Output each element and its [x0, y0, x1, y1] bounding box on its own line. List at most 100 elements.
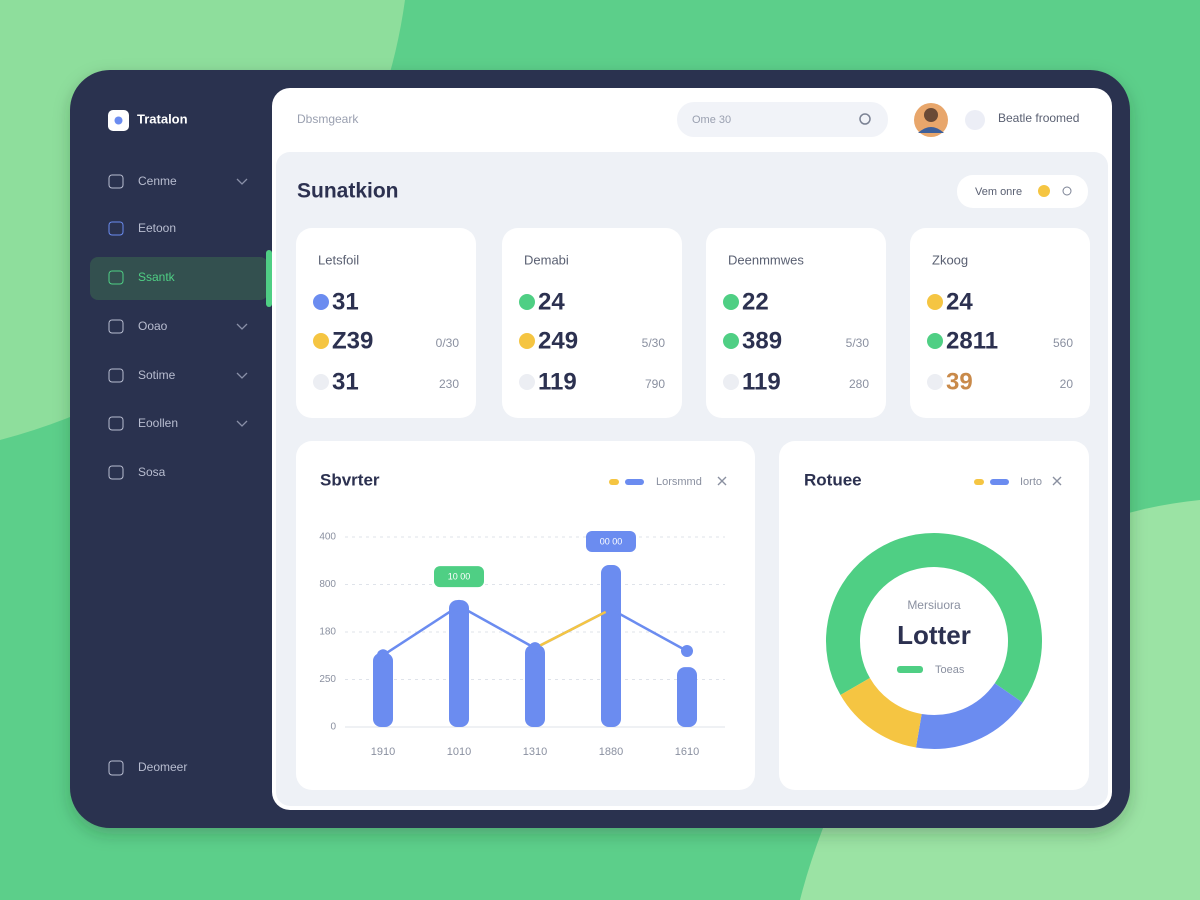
toggle[interactable]	[957, 175, 1088, 208]
search-box[interactable]	[677, 102, 888, 137]
nav-active-bg	[90, 257, 268, 300]
line-point	[681, 645, 693, 657]
stat-value: 24	[946, 288, 973, 315]
legend-chip	[625, 479, 644, 485]
line-point	[605, 603, 617, 616]
x-tick-label: 1310	[523, 746, 547, 758]
donut-segment	[915, 682, 1023, 749]
stat-side: 20	[1060, 377, 1074, 391]
stat-card	[706, 228, 886, 418]
stat-dot	[313, 294, 329, 310]
x-tick-label: 1880	[599, 746, 623, 758]
stat-side: 0/30	[436, 336, 460, 350]
stat-side: 790	[645, 377, 665, 391]
nav-label[interactable]: Sosa	[138, 465, 166, 479]
toggle-label[interactable]: Vem onre	[975, 186, 1022, 198]
donut-center-value: Lotter	[897, 620, 971, 650]
stat-dot	[723, 294, 739, 310]
stat-value: 39	[946, 368, 973, 395]
stat-dot	[313, 374, 329, 390]
nav-chevron	[236, 323, 248, 330]
brand: Tratalon	[137, 111, 188, 126]
stat-card	[296, 228, 476, 418]
donut-legend-chip	[897, 666, 923, 673]
toggle-icon	[1062, 186, 1072, 196]
stat-card	[502, 228, 682, 418]
stat-side: 5/30	[846, 336, 870, 350]
donut-legend-label: Toeas	[935, 664, 965, 676]
stat-value: 22	[742, 288, 769, 315]
legend-chip	[974, 479, 984, 485]
line-point	[529, 642, 541, 655]
stat-dot	[723, 374, 739, 390]
y-tick-label: 250	[319, 674, 336, 685]
bar	[525, 644, 545, 727]
nav-chevron	[236, 372, 248, 379]
search-placeholder[interactable]: Ome 30	[692, 114, 731, 126]
stat-value: 31	[332, 368, 359, 395]
stat-dot	[927, 294, 943, 310]
nav-label[interactable]: Ooao	[138, 319, 168, 333]
user-icon[interactable]	[965, 110, 985, 130]
stat-dot	[723, 333, 739, 349]
nav-label[interactable]: Cenme	[138, 174, 177, 188]
stat-dot	[927, 374, 943, 390]
nav-icon	[108, 368, 124, 383]
annotation-label: 10 00	[448, 572, 471, 582]
breadcrumb[interactable]: Dbsmgeark	[297, 112, 359, 126]
nav-label[interactable]: Eetoon	[138, 221, 176, 235]
stat-title: Zkoog	[932, 252, 968, 267]
nav-icon	[108, 319, 124, 334]
donut-center-label: Mersiuora	[907, 598, 961, 612]
nav-label[interactable]: Eoollen	[138, 416, 178, 430]
bar	[373, 652, 393, 727]
annotation-pill	[586, 531, 636, 553]
stat-side: 280	[849, 377, 869, 391]
bar	[449, 600, 469, 727]
search-icon	[859, 113, 871, 125]
nav-footer[interactable]: Deomeer	[138, 760, 187, 774]
chart-title: Sbvrter	[320, 470, 380, 489]
avatar-body	[918, 127, 944, 133]
nav-label[interactable]: Ssantk	[138, 270, 176, 284]
stat-value: 389	[742, 327, 782, 354]
bar	[601, 565, 621, 727]
y-tick-label: 400	[319, 532, 336, 543]
stat-card	[910, 228, 1090, 418]
nav-icon	[108, 416, 124, 431]
stat-value: 2811	[946, 327, 998, 354]
y-tick-label: 0	[330, 722, 336, 733]
stat-dot	[313, 333, 329, 349]
legend-chip	[609, 479, 619, 485]
nav-icon	[108, 270, 124, 285]
nav-icon	[108, 465, 124, 480]
donut-segment	[826, 533, 1042, 703]
stat-side: 560	[1053, 336, 1073, 350]
stat-title: Demabi	[524, 252, 569, 267]
stat-value: 249	[538, 327, 578, 354]
line-point	[377, 649, 389, 662]
legend-chip	[990, 479, 1009, 485]
stat-value: 119	[742, 368, 781, 395]
line-point	[453, 599, 465, 612]
close-icon[interactable]	[717, 476, 1062, 486]
nav-chevron	[236, 420, 248, 427]
legend-label: Iorto	[1020, 476, 1042, 488]
x-tick-label: 1610	[675, 746, 699, 758]
stat-dot	[927, 333, 943, 349]
nav-icon	[108, 174, 124, 189]
user-name[interactable]: Beatle froomed	[998, 111, 1079, 125]
y-tick-label: 180	[319, 627, 336, 638]
nav-active-bar	[266, 250, 272, 307]
stat-side: 5/30	[642, 336, 666, 350]
stat-value: 24	[538, 288, 565, 315]
annotation-label: 00 00	[600, 536, 623, 546]
nav-label[interactable]: Sotime	[138, 368, 176, 382]
chart-title: Rotuee	[804, 470, 862, 489]
brand-logo-dot	[114, 116, 123, 125]
donut-segment	[840, 677, 923, 748]
stat-title: Deenmmwes	[728, 252, 804, 267]
toggle-dot	[1038, 185, 1050, 197]
